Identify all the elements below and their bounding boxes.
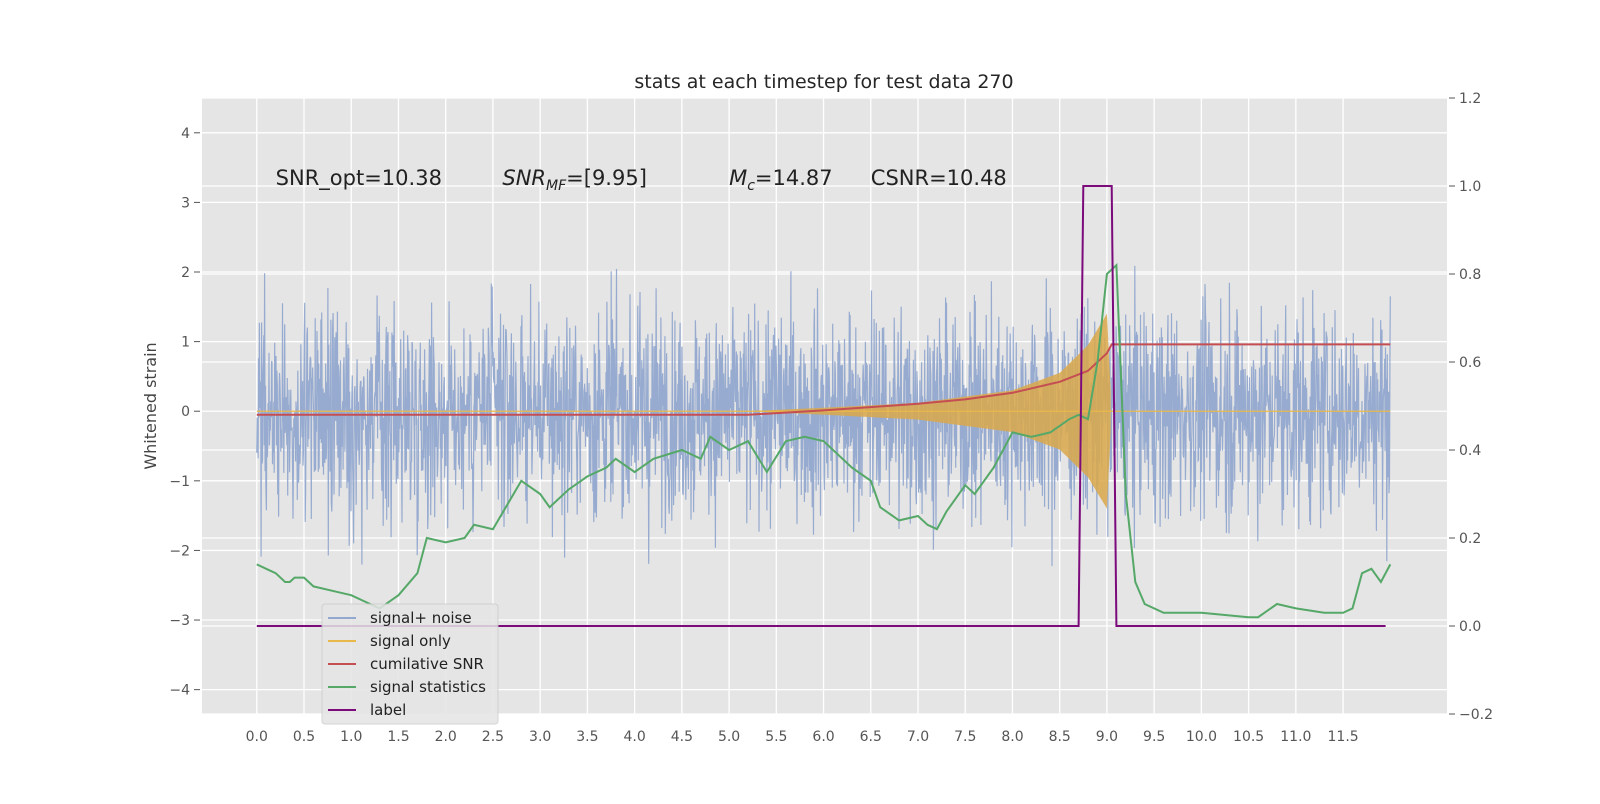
y-tick-label: −1: [169, 474, 190, 490]
x-tick-label: 3.0: [529, 729, 551, 745]
annotation-label: SNRMF=[9.95]: [502, 166, 647, 194]
x-tick-label: 9.0: [1096, 729, 1118, 745]
y2-tick-label: 0.4: [1459, 443, 1481, 459]
x-tick-label: 1.5: [387, 729, 409, 745]
annotations: SNR_opt=10.38 SNRMF=[9.95] Mc=14.87 CSNR=10…: [276, 166, 1007, 194]
y2-tick-label: 0.2: [1459, 531, 1481, 547]
x-tick-label: 2.0: [435, 729, 457, 745]
legend-entry: signal statistics: [370, 678, 486, 696]
legend: signal+ noise signal only cumilative SNR si…: [322, 604, 498, 724]
x-tick-label: 10.5: [1233, 729, 1264, 745]
x-tick-label: 2.5: [482, 729, 504, 745]
y2-tick-label: −0.2: [1459, 707, 1493, 723]
y-tick-label: 1: [181, 335, 190, 351]
y-tick-label: 2: [181, 265, 190, 281]
y-tick-label: 3: [181, 195, 190, 211]
x-tick-label: 9.5: [1143, 729, 1165, 745]
x-tick-label: 3.5: [576, 729, 598, 745]
chart-title: stats at each timestep for test data 270: [634, 71, 1013, 93]
legend-entry: cumilative SNR: [370, 655, 484, 673]
y2-tick-label: 1.2: [1459, 91, 1481, 107]
y2-tick-label: 0.0: [1459, 619, 1481, 635]
y-axis-label: Whitened strain: [141, 342, 160, 469]
x-tick-label: 0.0: [246, 729, 268, 745]
y-tick-label: −4: [169, 683, 190, 699]
x-tick-label: 0.5: [293, 729, 315, 745]
y2-tick-label: 0.6: [1459, 355, 1481, 371]
y2-tick-label: 0.8: [1459, 267, 1481, 283]
x-tick-label: 11.0: [1280, 729, 1311, 745]
x-tick-label: 5.0: [718, 729, 740, 745]
x-tick-label: 8.0: [1001, 729, 1023, 745]
legend-entry: signal+ noise: [370, 609, 472, 627]
annotation-label: Mc=14.87: [729, 166, 833, 194]
x-tick-label: 4.5: [671, 729, 693, 745]
x-tick-label: 11.5: [1328, 729, 1359, 745]
legend-entry: label: [370, 701, 406, 719]
y2-tick-label: 1.0: [1459, 179, 1481, 195]
x-tick-label: 5.5: [765, 729, 787, 745]
y-tick-label: −2: [169, 543, 190, 559]
legend-entry: signal only: [370, 632, 451, 650]
y-tick-label: −3: [169, 613, 190, 629]
x-tick-label: 4.0: [623, 729, 645, 745]
x-tick-label: 7.0: [907, 729, 929, 745]
y-tick-label: 4: [181, 126, 190, 142]
x-tick-label: 1.0: [340, 729, 362, 745]
annotation-label: CSNR=10.48: [871, 166, 1007, 190]
x-tick-label: 10.0: [1186, 729, 1217, 745]
x-tick-label: 8.5: [1049, 729, 1071, 745]
annotation-label: SNR_opt=10.38: [276, 166, 442, 191]
x-tick-label: 6.5: [860, 729, 882, 745]
x-tick-label: 7.5: [954, 729, 976, 745]
y-tick-label: 0: [181, 404, 190, 420]
x-tick-label: 6.0: [812, 729, 834, 745]
